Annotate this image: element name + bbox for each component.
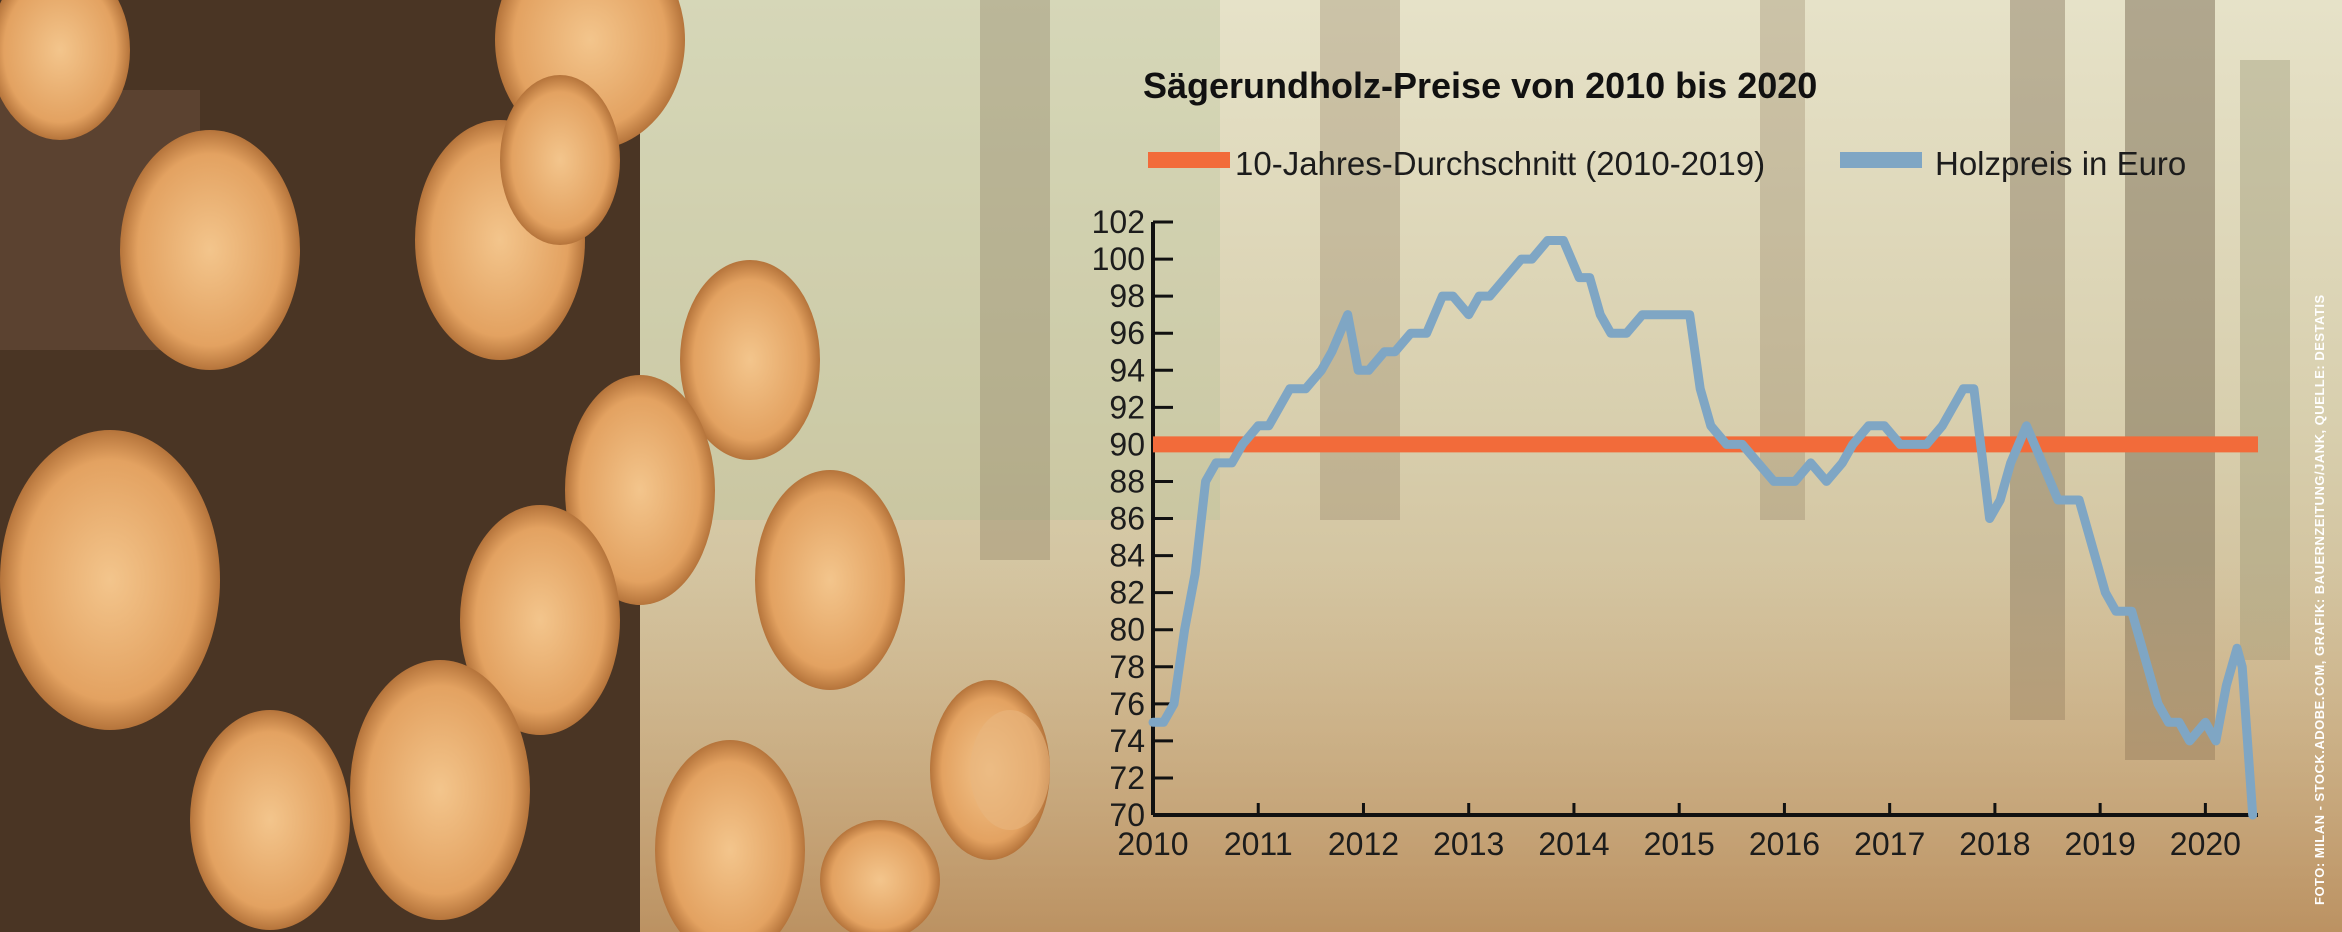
y-tick-label: 90 bbox=[1109, 426, 1145, 462]
y-tick-label: 72 bbox=[1109, 760, 1145, 796]
y-tick-label: 76 bbox=[1109, 686, 1145, 722]
y-tick-label: 78 bbox=[1109, 649, 1145, 685]
y-tick-label: 96 bbox=[1109, 315, 1145, 351]
x-tick-label: 2020 bbox=[2170, 826, 2241, 862]
legend-swatch-average bbox=[1148, 152, 1230, 168]
x-tick-label: 2019 bbox=[2065, 826, 2136, 862]
y-tick-label: 100 bbox=[1092, 241, 1145, 277]
x-tick-label: 2012 bbox=[1328, 826, 1399, 862]
y-tick-label: 92 bbox=[1109, 389, 1145, 425]
chart-title: Sägerundholz-Preise von 2010 bis 2020 bbox=[1143, 65, 1817, 106]
y-tick-label: 74 bbox=[1109, 723, 1145, 759]
y-tick-label: 86 bbox=[1109, 501, 1145, 537]
y-tick-label: 80 bbox=[1109, 612, 1145, 648]
x-tick-label: 2011 bbox=[1224, 826, 1293, 862]
photo-credit: FOTO: MILAN - STOCK.ADOBE.COM, GRAFIK: B… bbox=[2312, 294, 2327, 905]
x-tick-label: 2015 bbox=[1644, 826, 1715, 862]
legend-label-average: 10-Jahres-Durchschnitt (2010-2019) bbox=[1235, 145, 1765, 182]
series-line-holzpreis bbox=[1148, 236, 2258, 820]
legend: 10-Jahres-Durchschnitt (2010-2019) Holzp… bbox=[1148, 145, 2186, 182]
y-tick-label: 70 bbox=[1109, 797, 1145, 833]
x-tick-label: 2016 bbox=[1749, 826, 1820, 862]
y-tick-label: 98 bbox=[1109, 278, 1145, 314]
log-pile bbox=[0, 0, 1050, 932]
y-tick-label: 88 bbox=[1109, 463, 1145, 499]
legend-swatch-price bbox=[1840, 152, 1922, 168]
legend-label-price: Holzpreis in Euro bbox=[1935, 145, 2186, 182]
y-tick-label: 84 bbox=[1109, 538, 1145, 574]
x-tick-label: 2017 bbox=[1854, 826, 1925, 862]
y-tick-label: 82 bbox=[1109, 575, 1145, 611]
y-tick-label: 102 bbox=[1092, 204, 1145, 240]
x-tick-label: 2014 bbox=[1538, 826, 1609, 862]
x-tick-label: 2010 bbox=[1117, 826, 1188, 862]
x-tick-label: 2013 bbox=[1433, 826, 1504, 862]
y-tick-label: 94 bbox=[1109, 352, 1145, 388]
x-tick-label: 2018 bbox=[1959, 826, 2030, 862]
